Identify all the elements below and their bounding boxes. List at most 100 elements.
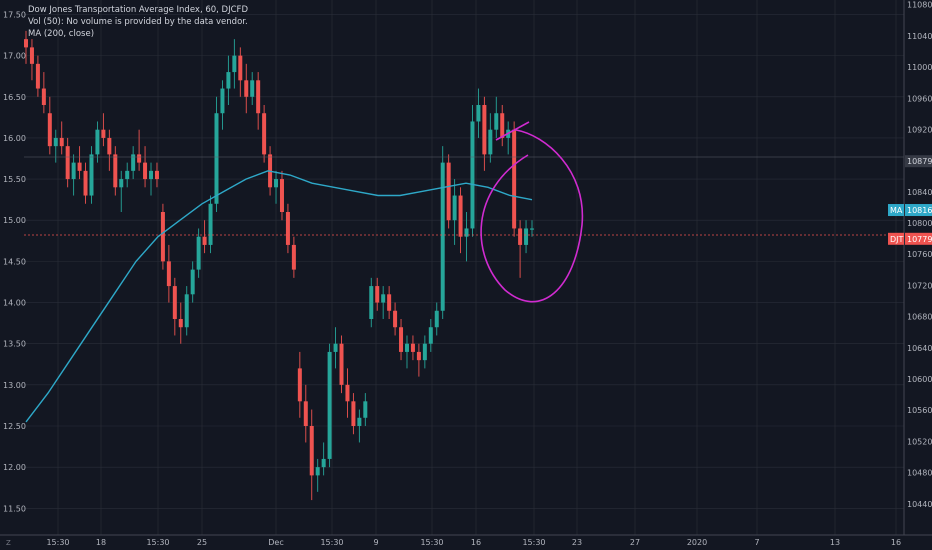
candle-body xyxy=(309,426,314,476)
time-axis-tick-label: 18 xyxy=(96,538,106,547)
time-axis-tick-label: 23 xyxy=(572,538,582,547)
legend-ma[interactable]: MA (200, close) xyxy=(28,29,95,39)
candle-body xyxy=(404,343,409,352)
time-axis-tick-label: 13 xyxy=(830,538,840,547)
candle-body xyxy=(89,154,94,196)
left-axis-tick-label: 12.00 xyxy=(3,463,26,472)
time-axis-tick-label: 9 xyxy=(373,538,378,547)
right-axis-tag-prefix-bg xyxy=(888,232,904,245)
candle-body xyxy=(232,55,237,73)
time-axis-tick-label: 15:30 xyxy=(146,538,169,547)
right-axis-tick-label: 10920.0 xyxy=(907,125,932,134)
left-axis-tick-label: 11.50 xyxy=(3,504,26,513)
time-axis-tick-label: 15:30 xyxy=(320,538,343,547)
right-axis-tag-prefix: MA xyxy=(890,206,903,215)
candle-body xyxy=(47,113,52,147)
candle-body xyxy=(184,294,189,328)
candle-body xyxy=(214,113,219,204)
left-axis-tick-label: 15.00 xyxy=(3,216,26,225)
candle-body xyxy=(101,129,106,138)
candle-body xyxy=(41,88,46,105)
right-axis-tick-label: 10600.0 xyxy=(907,375,932,384)
time-axis-tick-label: 27 xyxy=(630,538,640,547)
time-axis-tick-label: 25 xyxy=(197,538,207,547)
candle-body xyxy=(29,47,34,64)
candle-body xyxy=(113,154,118,188)
candle-body xyxy=(363,401,368,418)
candle-body xyxy=(202,236,207,245)
right-axis-tag-bg xyxy=(905,155,932,168)
candle-body xyxy=(369,286,374,319)
candle-body xyxy=(119,179,124,188)
annotation-ellipse[interactable] xyxy=(480,129,584,303)
candle-body xyxy=(393,310,398,328)
candle-body xyxy=(35,63,40,89)
candle-body xyxy=(244,80,249,97)
time-axis-tick-label: 15:30 xyxy=(46,538,69,547)
right-axis-tag-prefix-bg xyxy=(888,204,904,217)
left-axis-tick-label: 14.50 xyxy=(3,257,26,266)
candle-body xyxy=(172,286,177,319)
candle-body xyxy=(107,137,112,155)
right-axis-tick-label: 10440.0 xyxy=(907,500,932,509)
right-axis-tag-prefix: DJT xyxy=(890,235,904,244)
candle-body xyxy=(327,351,332,459)
chart-legend: Dow Jones Transportation Average Index, … xyxy=(28,4,248,40)
candle-body xyxy=(291,244,296,270)
candle-body xyxy=(518,228,523,245)
candle-body xyxy=(166,261,171,287)
candle-body xyxy=(226,72,231,89)
right-axis-tick-label: 11040.0 xyxy=(907,32,932,41)
timezone-label[interactable]: Z xyxy=(6,539,11,547)
time-axis-tick-label: 16 xyxy=(891,538,901,547)
candle-body xyxy=(303,401,308,426)
right-axis-tick-label: 10800.0 xyxy=(907,219,932,228)
candle-body xyxy=(65,146,70,180)
candle-body xyxy=(446,162,451,221)
candle-body xyxy=(440,162,445,311)
candle-body xyxy=(77,162,82,171)
candle-body xyxy=(59,137,64,147)
candle-body xyxy=(160,212,165,262)
candle-body xyxy=(476,105,481,122)
candle-body xyxy=(410,343,415,352)
legend-volume[interactable]: Vol (50): No volume is provided by the d… xyxy=(28,17,248,27)
right-axis-tick-label: 10640.0 xyxy=(907,344,932,353)
right-axis-tick-label: 10760.0 xyxy=(907,250,932,259)
annotation-trendline[interactable] xyxy=(495,121,530,141)
right-price-axis[interactable]: 10440.0 10480.0 10520.0 10560.0 10600.0 10640… xyxy=(907,1,932,509)
right-axis-panel xyxy=(904,0,932,550)
left-axis-tick-label: 15.50 xyxy=(3,175,26,184)
right-axis-tick-label: 10520.0 xyxy=(907,437,932,446)
time-axis-tick-label: 15:30 xyxy=(522,538,545,547)
candle-body xyxy=(428,327,433,344)
time-axis[interactable]: 15:30 18 15:30 25 Dec 15:30 9 15:30 16 15:30 23 27 2… xyxy=(46,538,901,547)
legend-title[interactable]: Dow Jones Transportation Average Index, … xyxy=(28,5,248,15)
candle-body xyxy=(178,319,183,328)
candle-body xyxy=(137,154,142,163)
candle-body xyxy=(297,368,302,402)
moving-average-line xyxy=(25,170,533,423)
left-axis-tick-label: 17.00 xyxy=(3,52,26,61)
candle-body xyxy=(339,343,344,385)
left-axis-tick-label: 16.50 xyxy=(3,93,26,102)
candle-body xyxy=(279,179,284,212)
candle-body xyxy=(458,195,463,237)
candle-body xyxy=(143,162,148,180)
right-axis-tick-label: 11000.0 xyxy=(907,63,932,72)
right-axis-tick-label: 10720.0 xyxy=(907,281,932,290)
candle-body xyxy=(452,195,457,221)
annotation-drawings[interactable] xyxy=(480,121,584,303)
candle-body xyxy=(422,343,427,361)
time-axis-tick-label: 7 xyxy=(754,538,759,547)
left-axis-tick-label: 13.00 xyxy=(3,381,26,390)
time-axis-tick-label: 2020 xyxy=(687,538,707,547)
time-axis-tick-label: 16 xyxy=(471,538,481,547)
candle-body xyxy=(131,154,136,171)
candle-body xyxy=(524,228,529,245)
candle-body xyxy=(196,236,201,270)
candle-body xyxy=(262,113,267,155)
